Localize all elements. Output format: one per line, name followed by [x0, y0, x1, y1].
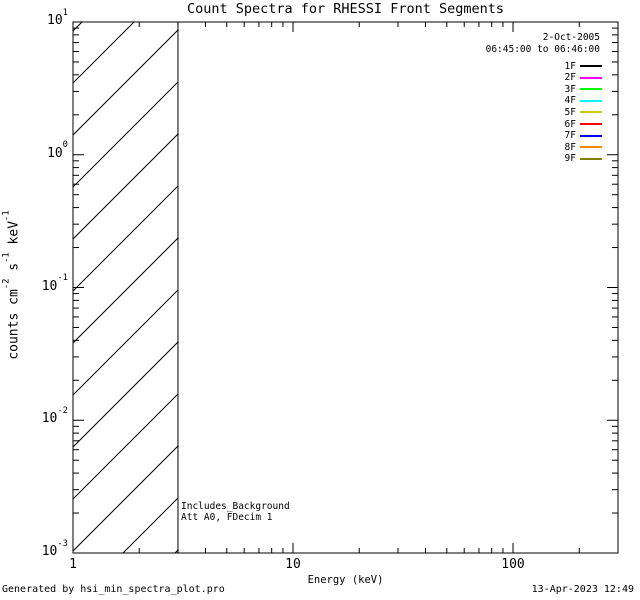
x-tick-label: 100 [501, 557, 525, 572]
y-tick-label: 10-2 [41, 405, 68, 427]
x-axis-label: Energy (keV) [307, 574, 384, 586]
legend-color-swatch [580, 111, 602, 114]
annotation-attenuator: Att A0, FDecim 1 [181, 512, 273, 523]
legend-color-swatch [580, 65, 602, 67]
legend-date: 2-Oct-2005 [542, 32, 600, 43]
x-tick-label: 10 [285, 557, 301, 572]
hatched-region [73, 22, 178, 553]
legend-color-swatch [580, 88, 602, 91]
legend-color-swatch [580, 146, 602, 149]
chart-title: Count Spectra for RHESSI Front Segments [187, 1, 504, 17]
legend-label: 8F [564, 141, 576, 153]
legend-label: 4F [564, 95, 576, 107]
y-tick-label: 100 [47, 140, 68, 161]
legend-label: 1F [564, 60, 576, 72]
legend-label: 6F [564, 118, 576, 130]
y-tick-label: 10-1 [41, 273, 68, 294]
footer-timestamp: 13-Apr-2023 12:49 [531, 584, 634, 595]
y-axis-label: counts cm-2 s-1 keV-1 [1, 210, 22, 360]
y-tick-label: 101 [47, 7, 68, 28]
legend-color-swatch [580, 123, 602, 125]
legend-color-swatch [580, 157, 602, 160]
legend-label: 7F [564, 130, 576, 142]
legend-time-range: 06:45:00 to 06:46:00 [485, 44, 600, 55]
plot-annotations: Includes_Background Att A0, FDecim 1 [181, 501, 290, 523]
legend-color-swatch [580, 76, 602, 79]
legend-label: 5F [564, 106, 576, 118]
axis-ticks [72, 21, 618, 554]
legend-label: 9F [564, 153, 576, 165]
legend-label: 3F [564, 83, 576, 95]
legend-color-swatch [580, 134, 602, 137]
footer-generated-by: Generated by hsi_min_spectra_plot.pro [2, 584, 225, 595]
y-tick-label: 10-3 [41, 538, 68, 559]
x-tick-label: 1 [69, 557, 77, 572]
legend-label: 2F [564, 72, 576, 84]
annotation-background: Includes_Background [181, 501, 290, 512]
legend-color-swatch [580, 99, 602, 102]
